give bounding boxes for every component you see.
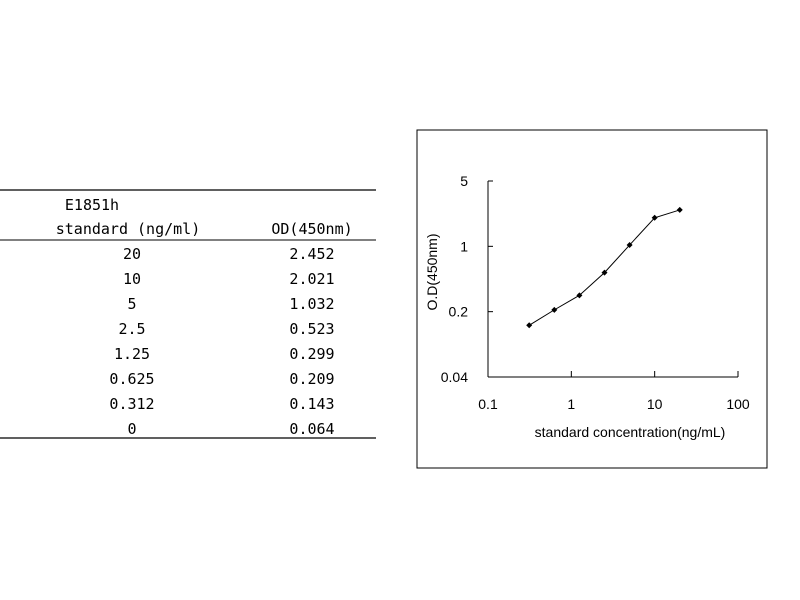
x-tick-label: 0.1 — [478, 396, 498, 412]
data-point — [626, 242, 633, 249]
x-tick-label: 10 — [647, 396, 663, 412]
y-axis-label: O.D(450nm) — [424, 233, 440, 310]
table-cell: 0.299 — [289, 345, 334, 363]
table-header: E1851h — [65, 196, 119, 214]
data-point — [676, 206, 683, 213]
data-point — [526, 322, 533, 329]
table-cell: 20 — [123, 245, 141, 263]
table-cell: 2.5 — [118, 320, 145, 338]
table-cell: 5 — [127, 295, 136, 313]
table-cell: 2.452 — [289, 245, 334, 263]
y-tick-label: 0.2 — [449, 304, 469, 320]
table-cell: 0 — [127, 420, 136, 438]
x-tick-label: 100 — [726, 396, 750, 412]
table-cell: 0.143 — [289, 395, 334, 413]
data-point — [601, 269, 608, 276]
chart-frame — [416, 129, 768, 469]
data-point — [576, 292, 583, 299]
table-header: OD(450nm) — [271, 220, 352, 238]
table-cell: 0.209 — [289, 370, 334, 388]
y-tick-label: 0.04 — [441, 369, 468, 385]
table-cell: 0.064 — [289, 420, 334, 438]
x-tick-label: 1 — [567, 396, 575, 412]
table-cell: 1.032 — [289, 295, 334, 313]
table-body: 20 2.452 10 2.021 5 1.032 2.5 0.523 1.25 0.299 0.6… — [109, 245, 334, 438]
table-header: standard (ng/ml) — [56, 220, 201, 238]
table-cell: 0.523 — [289, 320, 334, 338]
table-cell: 0.625 — [109, 370, 154, 388]
table-cell: 1.25 — [114, 345, 150, 363]
y-tick-label: 1 — [460, 238, 468, 254]
data-point — [651, 214, 658, 221]
table-cell: 2.021 — [289, 270, 334, 288]
y-tick-label: 5 — [460, 173, 468, 189]
table-cell: 10 — [123, 270, 141, 288]
chart: 0.1 1 10 100 0.04 0.2 1 5 standard concentration… — [424, 173, 750, 440]
data-point — [551, 306, 558, 313]
x-axis-label: standard concentration(ng/mL) — [535, 424, 726, 440]
table-cell: 0.312 — [109, 395, 154, 413]
